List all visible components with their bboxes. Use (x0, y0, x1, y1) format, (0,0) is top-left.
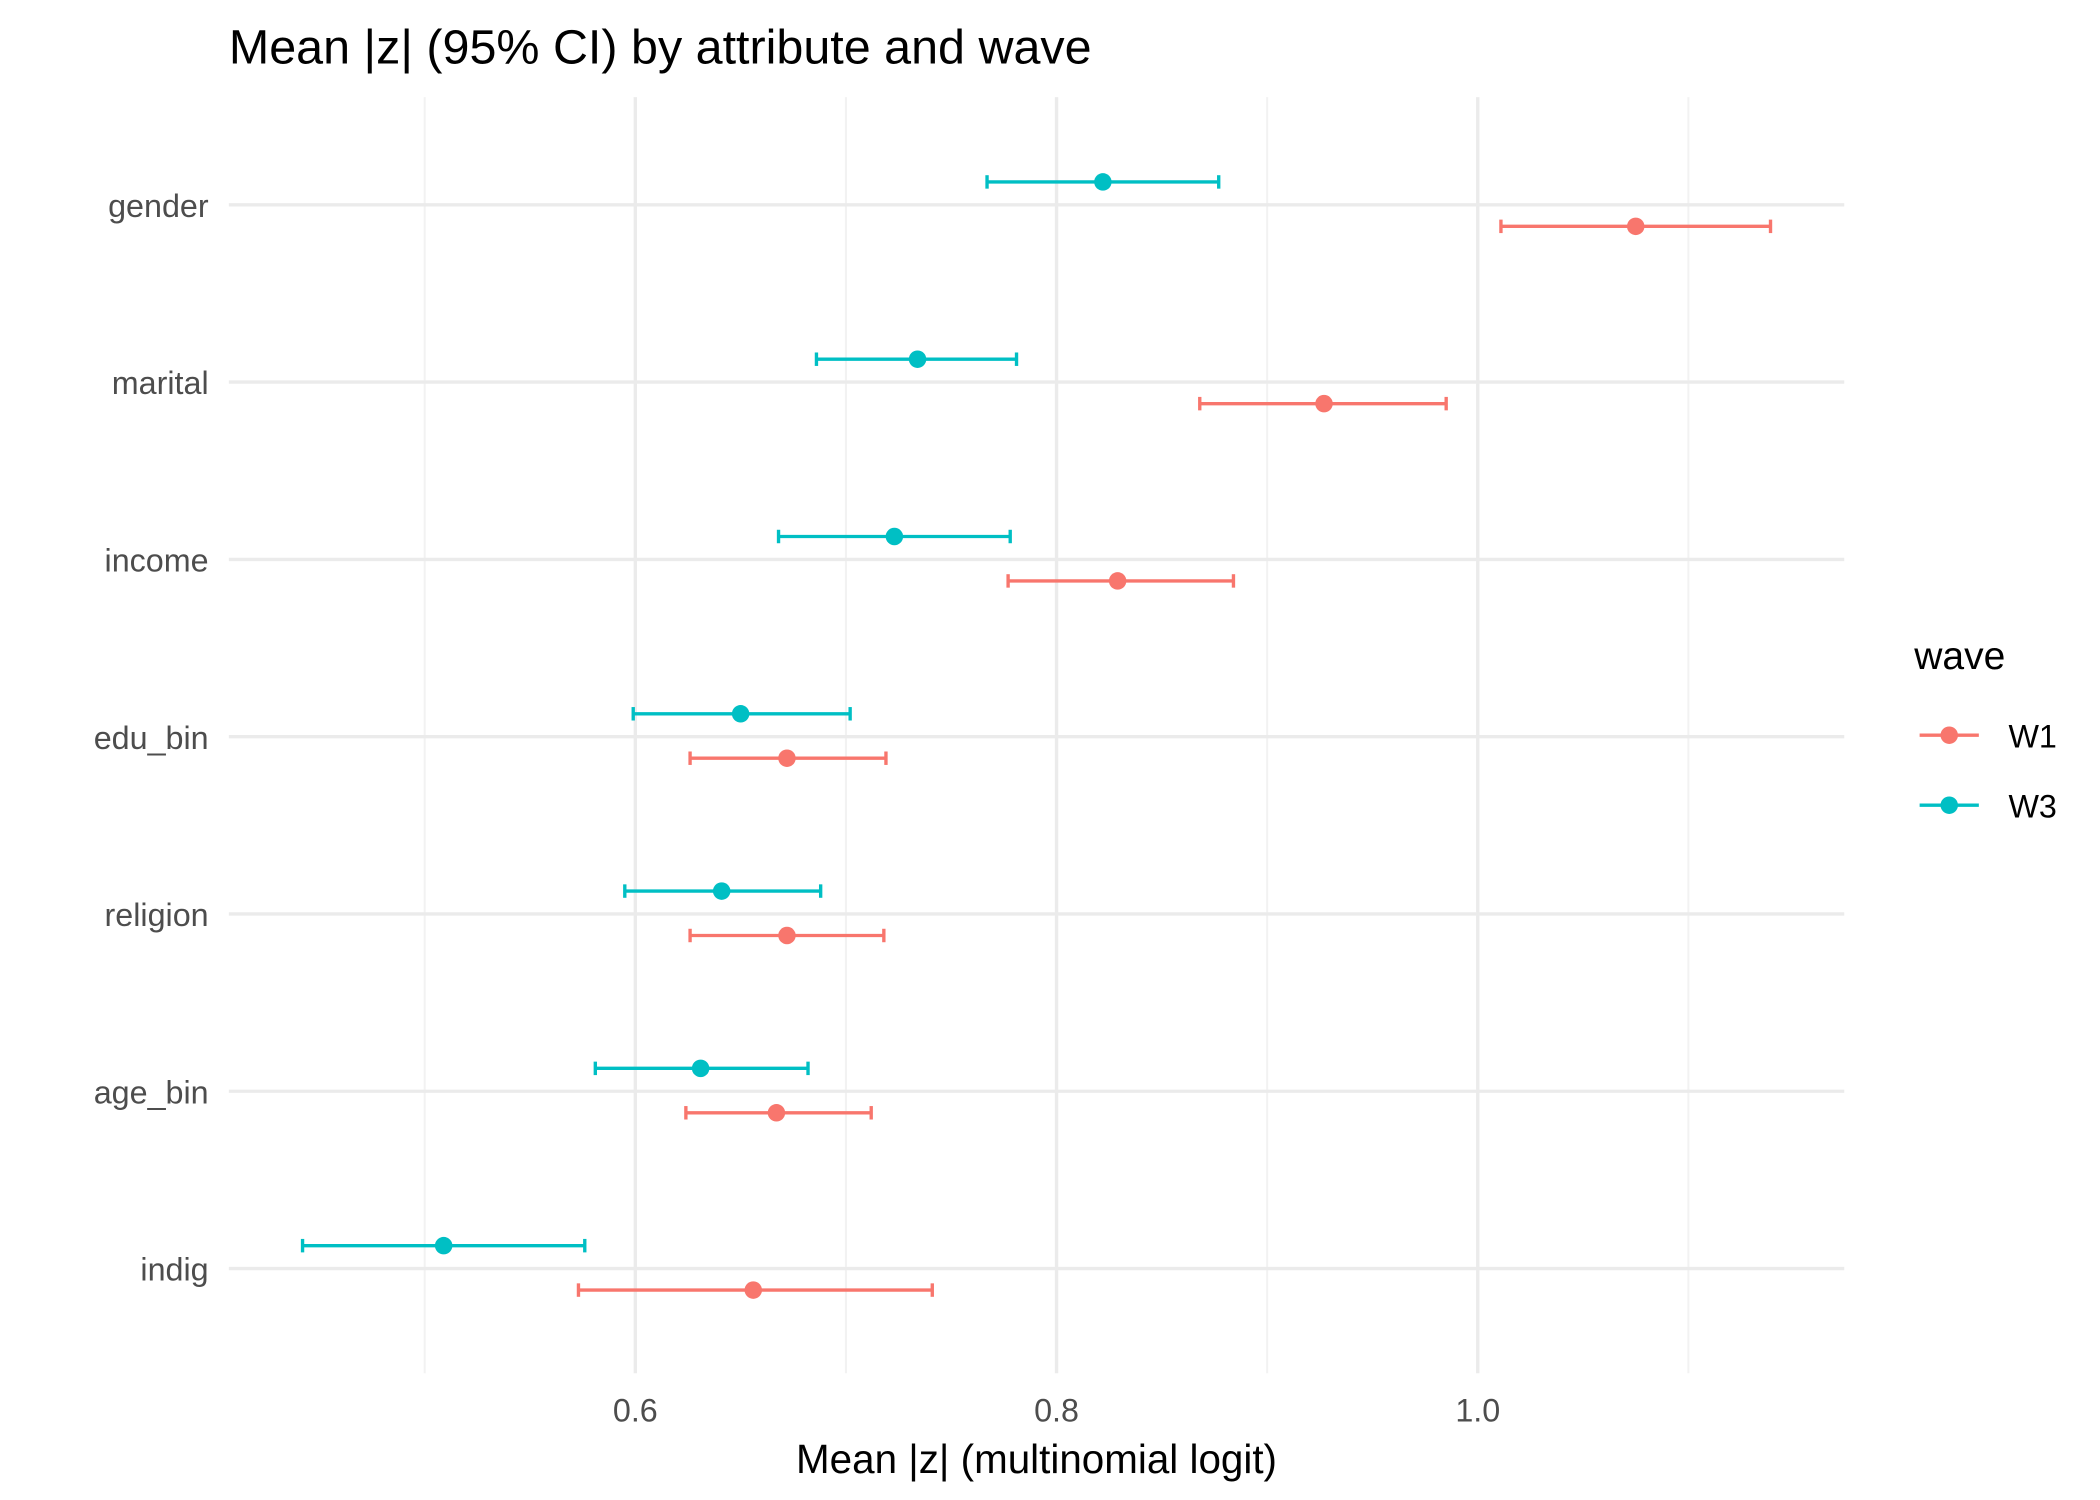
mean-point (1626, 217, 1645, 236)
mean-point (731, 705, 750, 723)
mean-point (908, 350, 927, 368)
legend-item-W3: W3 (1919, 788, 2057, 824)
series-W3 (300, 173, 1221, 1255)
y-tick-label: edu_bin (94, 720, 209, 756)
y-tick-label: income (105, 543, 209, 579)
mean-point (712, 882, 731, 900)
x-tick-label: 0.8 (1034, 1393, 1079, 1429)
series-W1 (576, 217, 1773, 1299)
legend-key-point (1940, 726, 1958, 744)
mean-point (744, 1281, 763, 1299)
legend-key-point (1940, 796, 1958, 814)
marks (300, 173, 1773, 1299)
y-tick-label: age_bin (94, 1074, 209, 1110)
mean-point (434, 1236, 453, 1255)
mean-point (691, 1059, 710, 1078)
mean-point (778, 926, 796, 945)
y-tick-label: gender (108, 188, 209, 224)
legend-item-W1: W1 (1919, 718, 2057, 754)
mean-point (1094, 173, 1112, 191)
y-tick-label: indig (140, 1252, 208, 1288)
mean-point (778, 749, 796, 767)
legend-label: W3 (2008, 788, 2056, 824)
x-tick-label: 1.0 (1455, 1393, 1500, 1429)
x-tick-label: 0.6 (613, 1393, 658, 1429)
mean-point (885, 527, 904, 546)
legend-title: wave (1913, 635, 2005, 678)
mean-point (1315, 394, 1333, 413)
x-axis-label: Mean |z| (multinomial logit) (796, 1436, 1277, 1482)
chart-title: Mean |z| (95% CI) by attribute and wave (229, 20, 1092, 74)
mean-point (767, 1104, 786, 1122)
y-tick-label: religion (105, 897, 209, 933)
grid (228, 97, 1845, 1374)
legend: wave W1 W3 (1913, 635, 2057, 824)
x-tick-labels: 0.6 0.8 1.0 (613, 1393, 1500, 1429)
legend-label: W1 (2008, 718, 2056, 754)
mean-point (1108, 572, 1127, 590)
y-tick-labels: gender marital income edu_bin religion age_bi… (94, 188, 209, 1288)
y-tick-label: marital (112, 365, 209, 401)
